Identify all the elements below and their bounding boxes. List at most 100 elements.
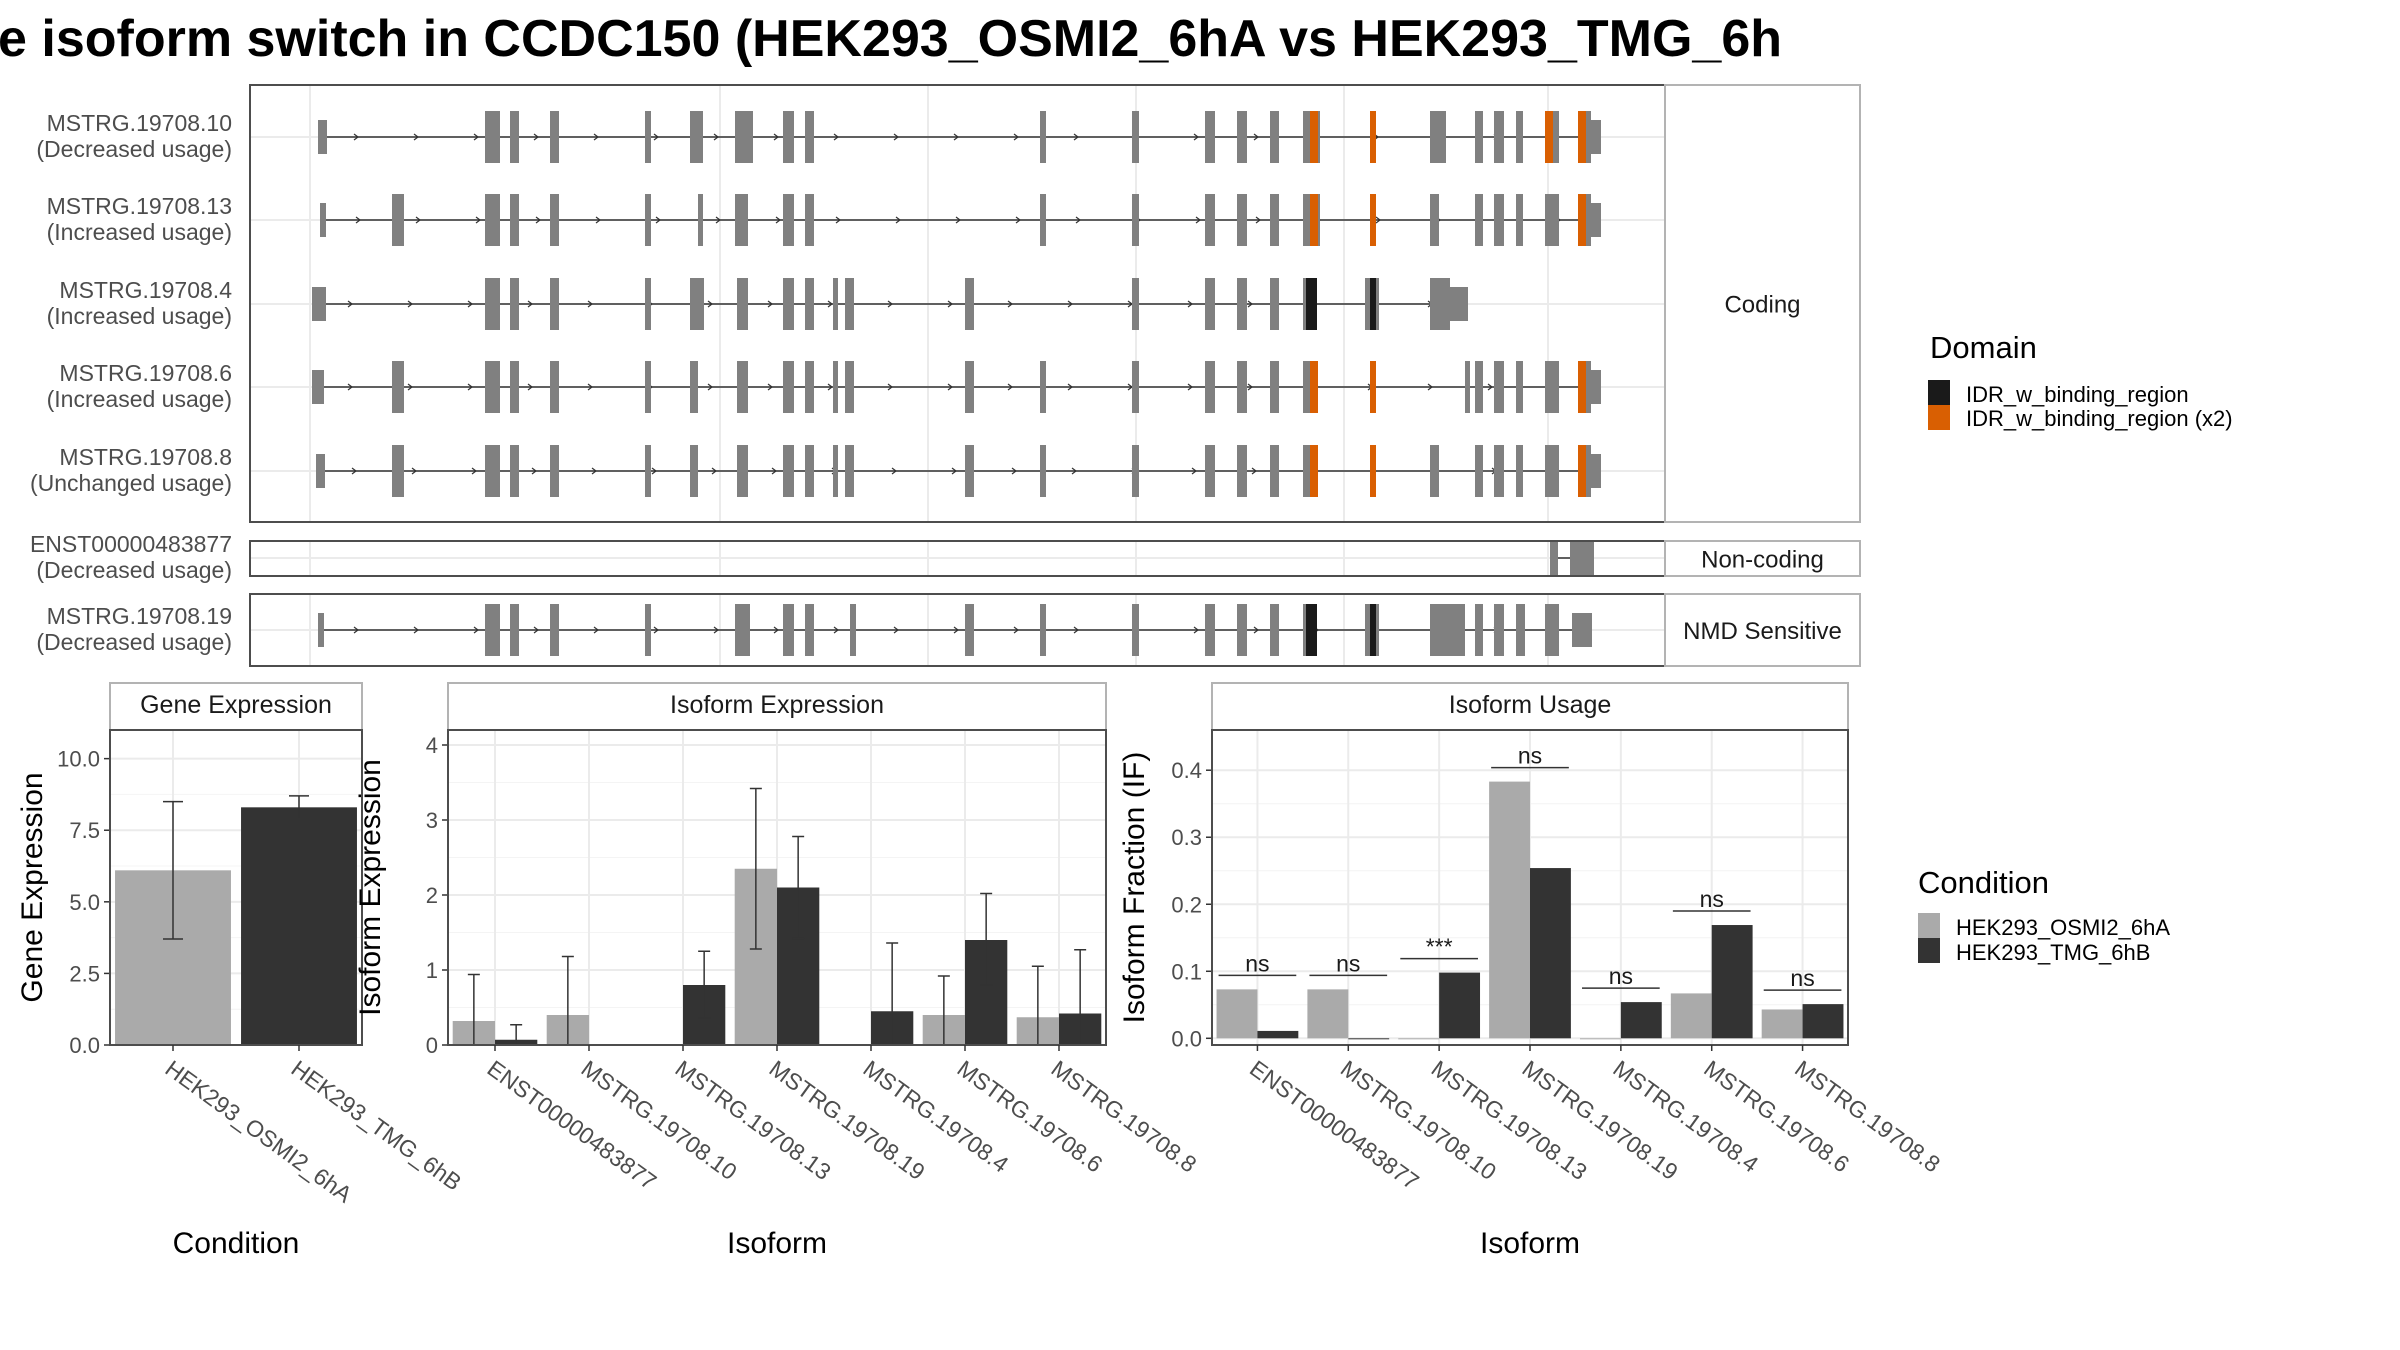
direction-arrow [653, 626, 659, 634]
direction-arrow [767, 300, 773, 308]
direction-arrow [773, 133, 779, 141]
exon-block [1516, 194, 1523, 246]
exon-block [783, 194, 794, 246]
transcript-id-label: MSTRG.19708.6 [59, 360, 232, 386]
exon-block [510, 445, 519, 497]
structure-strip-label: Coding [1724, 292, 1800, 319]
direction-arrow [775, 216, 781, 224]
domain-legend-key-1 [1928, 380, 1950, 405]
y-tick-label: 2.5 [69, 961, 100, 986]
bar [1670, 993, 1712, 1039]
exon-block [965, 361, 974, 413]
exon-block [1572, 613, 1592, 647]
chart-panel-0: Gene Expression0.02.55.07.510.0HEK293_OS… [16, 682, 466, 1260]
direction-arrow [1195, 216, 1201, 224]
exon-block [1132, 604, 1139, 656]
exon-block [1475, 111, 1483, 163]
exon-block [1430, 278, 1450, 330]
direction-arrow [1193, 133, 1199, 141]
domain-block [1578, 194, 1586, 246]
exon-block [485, 111, 500, 163]
exon-block [392, 445, 404, 497]
x-tick-label: MSTRG.19708.10 [577, 1055, 742, 1185]
significance-label: ns [1700, 886, 1724, 912]
exon-block [783, 278, 794, 330]
domain-block [1310, 361, 1318, 413]
direction-arrow [1073, 133, 1079, 141]
y-tick-label: 0.3 [1171, 825, 1202, 850]
exon-block [1516, 111, 1523, 163]
direction-arrow [953, 133, 959, 141]
exon-block [1205, 361, 1215, 413]
direction-arrow [1247, 383, 1253, 391]
exon-block [1545, 604, 1559, 656]
exon-block [550, 445, 559, 497]
direction-arrow [527, 300, 533, 308]
direction-arrow [587, 300, 593, 308]
direction-arrow [355, 216, 361, 224]
transcript-structure-panel: Coding Non-coding NMD Sensitive MSTRG.19708… [30, 84, 1861, 667]
direction-arrow [1251, 467, 1257, 475]
direction-arrow [1007, 300, 1013, 308]
direction-arrow [595, 216, 601, 224]
exon-block [645, 111, 651, 163]
exon-block [1475, 361, 1483, 413]
exon-block [510, 361, 519, 413]
bar [1307, 989, 1349, 1039]
direction-arrow [1013, 626, 1019, 634]
exon-block [1237, 111, 1247, 163]
exon-block [690, 278, 704, 330]
exon-block [698, 111, 703, 163]
domain-block [1578, 445, 1586, 497]
x-tick-label: ENST00000483877 [483, 1055, 662, 1195]
exon-block [783, 445, 794, 497]
transcript-usage-label: (Increased usage) [47, 219, 232, 245]
chart-panel-1: Isoform Expression01234ENST00000483877MS… [354, 682, 1202, 1260]
exon-block [318, 120, 327, 154]
exon-block [965, 278, 974, 330]
exon-block [1430, 194, 1439, 246]
direction-arrow [351, 467, 357, 475]
exon-block [1237, 604, 1247, 656]
transcript-usage-label: (Decreased usage) [36, 557, 232, 583]
direction-arrow [707, 383, 713, 391]
exon-block [740, 604, 750, 656]
exon-block [1545, 445, 1559, 497]
direction-arrow [833, 133, 839, 141]
structure-strip-label: Non-coding [1701, 547, 1824, 574]
direction-arrow [1067, 383, 1073, 391]
exon-block [1430, 604, 1448, 656]
exon-block [1270, 361, 1279, 413]
direction-arrow [1187, 300, 1193, 308]
exon-block [805, 194, 814, 246]
condition-legend-label-2: HEK293_TMG_6hB [1956, 940, 2150, 965]
domain-legend-label-2: IDR_w_binding_region (x2) [1966, 406, 2233, 431]
direction-arrow [951, 467, 957, 475]
direction-arrow [833, 626, 839, 634]
exon-block [1237, 194, 1247, 246]
y-tick-label: 1 [426, 958, 438, 983]
exon-block [392, 194, 404, 246]
exon-block [1591, 203, 1601, 237]
exon-block [1516, 604, 1525, 656]
direction-arrow [773, 626, 779, 634]
domain-legend: Domain IDR_w_binding_region IDR_w_bindin… [1928, 330, 2233, 431]
exon-block [1516, 445, 1523, 497]
condition-legend-label-1: HEK293_OSMI2_6hA [1956, 915, 2170, 940]
exon-block [1591, 120, 1601, 154]
exon-block [1545, 361, 1559, 413]
exon-block [1447, 604, 1465, 656]
exon-block [1270, 111, 1279, 163]
panel-strip [1211, 682, 1849, 731]
y-tick-label: 0 [426, 1033, 438, 1058]
exon-block [1435, 111, 1446, 163]
x-tick-label: MSTRG.19708.10 [1336, 1055, 1501, 1185]
significance-label: ns [1609, 963, 1633, 989]
significance-label: *** [1426, 934, 1453, 960]
exon-block [1205, 445, 1215, 497]
direction-arrow [535, 216, 541, 224]
direction-arrow [347, 383, 353, 391]
exon-block [735, 194, 748, 246]
direction-arrow [1011, 467, 1017, 475]
y-tick-label: 0.2 [1171, 892, 1202, 917]
